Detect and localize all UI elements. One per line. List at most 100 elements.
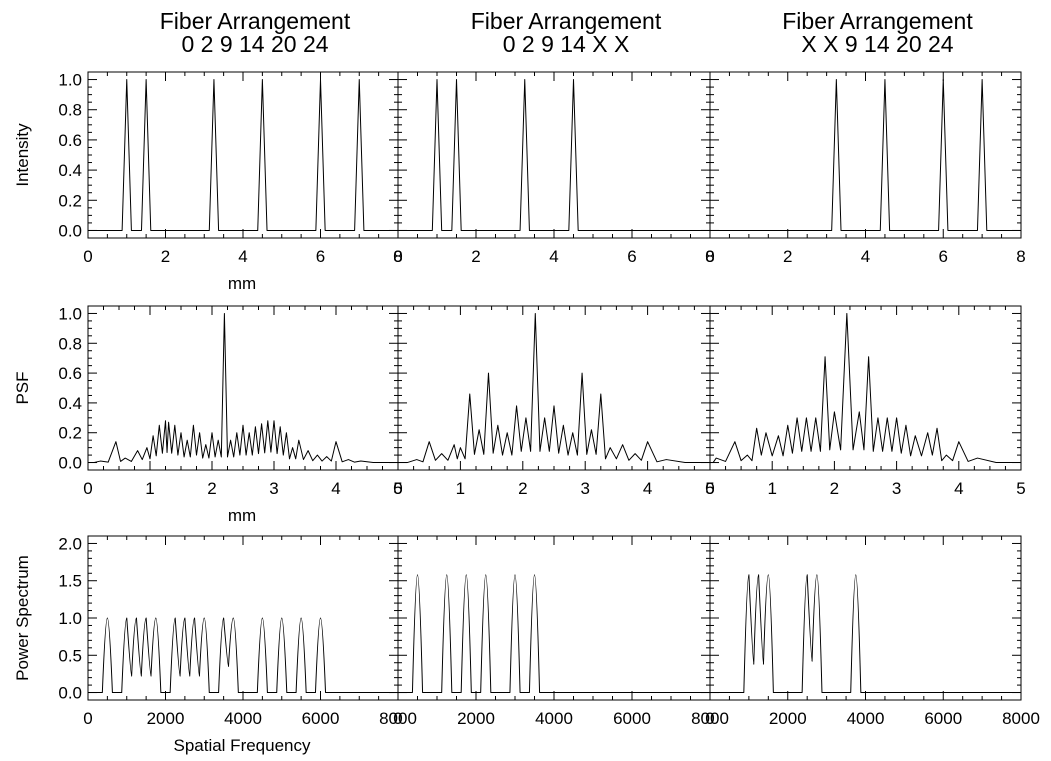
x-tick-label: 6000 <box>924 709 962 728</box>
series-curve <box>398 79 710 231</box>
x-tick-label: 0 <box>393 247 402 266</box>
panel-title-line-2: X X 9 14 20 24 <box>801 31 953 57</box>
y-axis-label: Intensity <box>13 123 32 187</box>
plot-frame <box>709 305 1022 471</box>
y-tick-label: 0.8 <box>58 101 82 120</box>
x-tick-label: 5 <box>393 479 402 498</box>
x-tick-label: 8 <box>393 247 402 266</box>
panel-psf-3: 0 1 2 3 4 5 <box>705 305 1026 498</box>
x-tick-label: 0 <box>393 709 402 728</box>
y-tick-label: 0.6 <box>58 364 82 383</box>
x-tick-label: 0 <box>705 709 714 728</box>
series-curve <box>398 574 710 694</box>
x-tick-label: 8000 <box>379 709 417 728</box>
x-tick-label: 0 <box>705 247 714 266</box>
x-tick-label: 4 <box>238 247 247 266</box>
x-tick-label: 4 <box>954 479 963 498</box>
plot-frame <box>397 71 711 239</box>
panel-power-3: 0 2000 4000 6000 8000 <box>705 535 1040 728</box>
panel-power-1: 0 2000 4000 6000 8000 0.0 0.5 1.0 1.5 2.0 Power Sp… <box>13 534 417 755</box>
plot-frame <box>397 535 711 701</box>
panel-intensity-1: 0 2 4 6 8 0.0 0.2 0.4 0.6 0.8 1.0 Intensity mm Fiber … <box>13 8 403 293</box>
x-tick-label: 6 <box>316 247 325 266</box>
plot-frame <box>709 71 1022 239</box>
y-tick-label: 0.5 <box>58 646 82 665</box>
x-tick-label: 4 <box>643 479 652 498</box>
x-tick-label: 6 <box>627 247 636 266</box>
x-tick-label: 0 <box>83 479 92 498</box>
y-axis-label: PSF <box>13 371 32 404</box>
x-tick-label: 2 <box>830 479 839 498</box>
x-tick-label: 2000 <box>769 709 807 728</box>
plot-frame <box>87 71 399 239</box>
y-tick-label: 0.4 <box>58 394 82 413</box>
x-tick-label: 2 <box>471 247 480 266</box>
x-tick-label: 4 <box>861 247 870 266</box>
x-tick-label: 6000 <box>613 709 651 728</box>
panel-title-line-2: 0 2 9 14 X X <box>503 31 630 57</box>
x-tick-label: 4 <box>331 479 340 498</box>
plot-frame <box>397 305 711 471</box>
y-tick-label: 1.5 <box>58 572 82 591</box>
y-tick-label: 0.2 <box>58 191 82 210</box>
series-curve <box>710 79 1021 231</box>
panel-psf-2: 0 1 2 3 4 5 <box>393 305 715 498</box>
x-tick-label: 2000 <box>147 709 185 728</box>
x-axis-label: mm <box>228 506 256 525</box>
panel-title-line-1: Fiber Arrangement <box>782 8 973 34</box>
series-curve <box>88 312 398 464</box>
x-tick-label: 8000 <box>691 709 729 728</box>
x-tick-label: 2000 <box>457 709 495 728</box>
x-tick-label: 2 <box>518 479 527 498</box>
plot-frame <box>87 535 399 701</box>
y-tick-label: 0.0 <box>58 221 82 240</box>
series-curve <box>88 79 398 231</box>
y-tick-label: 1.0 <box>58 304 82 323</box>
x-tick-label: 4 <box>549 247 558 266</box>
x-tick-label: 6000 <box>302 709 340 728</box>
x-tick-label: 4000 <box>224 709 262 728</box>
y-axis-label: Power Spectrum <box>13 555 32 681</box>
x-tick-label: 8 <box>1016 247 1025 266</box>
x-tick-label: 2 <box>207 479 216 498</box>
x-tick-label: 1 <box>456 479 465 498</box>
x-tick-label: 0 <box>83 247 92 266</box>
x-tick-label: 3 <box>892 479 901 498</box>
panel-psf-1: 0 1 2 3 4 5 0.0 0.2 0.4 0.6 0.8 1.0 PSF mm <box>13 304 403 525</box>
x-tick-label: 1 <box>767 479 776 498</box>
panel-title-line-2: 0 2 9 14 20 24 <box>181 31 328 57</box>
x-axis-label: Spatial Frequency <box>173 736 311 755</box>
series-curve <box>710 312 1021 464</box>
series-curve <box>88 617 398 694</box>
y-tick-label: 0.6 <box>58 131 82 150</box>
series-curve <box>710 574 1021 694</box>
y-tick-label: 2.0 <box>58 534 82 553</box>
x-tick-label: 1 <box>145 479 154 498</box>
x-tick-label: 8 <box>705 247 714 266</box>
y-tick-label: 0.2 <box>58 424 82 443</box>
x-tick-label: 4000 <box>535 709 573 728</box>
plot-frame <box>87 305 399 471</box>
x-tick-label: 2 <box>783 247 792 266</box>
y-tick-label: 0.0 <box>58 684 82 703</box>
panel-title-line-1: Fiber Arrangement <box>471 8 662 34</box>
x-tick-label: 0 <box>705 479 714 498</box>
y-tick-label: 0.0 <box>58 454 82 473</box>
x-tick-label: 8000 <box>1002 709 1040 728</box>
panel-power-2: 0 2000 4000 6000 8000 <box>393 535 729 728</box>
series-curve <box>398 312 710 464</box>
x-tick-label: 0 <box>83 709 92 728</box>
x-tick-label: 3 <box>580 479 589 498</box>
y-tick-label: 0.4 <box>58 161 82 180</box>
x-axis-label: mm <box>228 274 256 293</box>
y-tick-label: 1.0 <box>58 71 82 90</box>
panel-title-line-1: Fiber Arrangement <box>160 8 351 34</box>
x-tick-label: 4000 <box>847 709 885 728</box>
x-tick-label: 2 <box>161 247 170 266</box>
x-tick-label: 0 <box>393 479 402 498</box>
x-tick-label: 5 <box>705 479 714 498</box>
y-tick-label: 0.8 <box>58 334 82 353</box>
